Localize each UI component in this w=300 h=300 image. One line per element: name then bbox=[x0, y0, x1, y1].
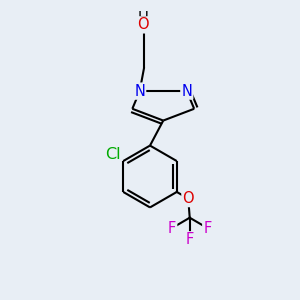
Text: F: F bbox=[203, 220, 211, 236]
Text: H: H bbox=[137, 11, 148, 26]
Text: Cl: Cl bbox=[105, 147, 120, 162]
Text: O: O bbox=[182, 191, 194, 206]
Text: N: N bbox=[134, 84, 145, 99]
Text: F: F bbox=[186, 232, 194, 247]
Text: O: O bbox=[137, 17, 148, 32]
Text: F: F bbox=[168, 220, 176, 236]
Text: N: N bbox=[182, 84, 192, 99]
